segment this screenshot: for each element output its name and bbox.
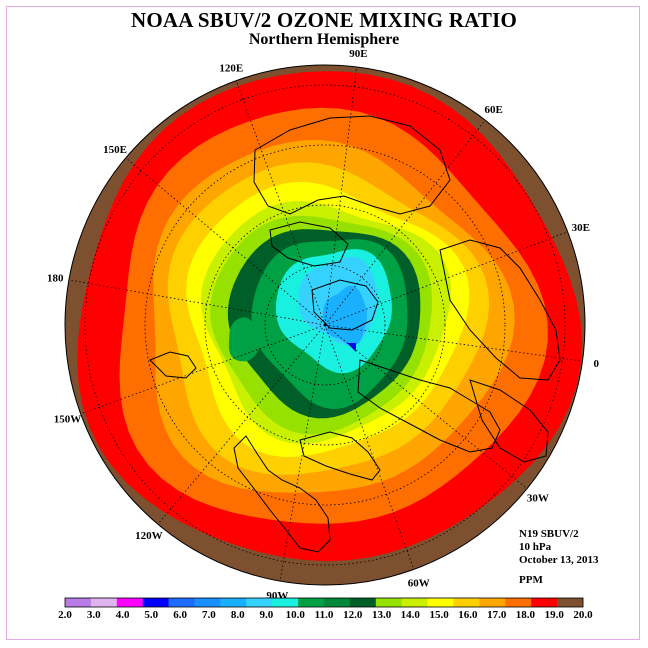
longitude-label-3: 30E	[572, 222, 590, 234]
meridian-11	[125, 157, 326, 326]
colorbar-swatch-8	[246, 598, 273, 607]
colorbar-swatch-14	[401, 598, 428, 607]
coastline-2	[299, 431, 381, 481]
pressure-level-label: 10 hPa	[519, 541, 552, 553]
instrument-label: N19 SBUV/2	[519, 528, 579, 540]
coastline-3	[357, 359, 501, 453]
colorbar-swatch-20	[557, 598, 584, 607]
colorbar-swatch-10	[298, 598, 325, 607]
colorbar-swatch-15	[427, 598, 454, 607]
map-boundary	[64, 64, 586, 586]
colorbar-swatch-9	[272, 598, 299, 607]
colorbar-tick-7: 8.0	[231, 609, 245, 621]
meridian-5	[324, 324, 528, 489]
longitude-label-12: 120E	[219, 63, 243, 75]
coastline-7	[269, 221, 349, 267]
latitude-circle-3	[144, 144, 506, 506]
coastline-6	[253, 115, 451, 215]
colorbar-swatch-11	[324, 598, 351, 607]
colorbar-tick-15: 16.0	[458, 609, 478, 621]
colorbar-swatch-4	[142, 598, 169, 607]
colorbar-swatch-7	[220, 598, 247, 607]
coastline-9	[149, 351, 197, 379]
latitude-circle-2	[204, 204, 446, 446]
colorbar-tick-4: 5.0	[144, 609, 158, 621]
longitude-label-4: 0	[594, 358, 600, 370]
colorbar-tick-8: 9.0	[260, 609, 274, 621]
units-label: PPM	[519, 574, 543, 586]
meridian-8	[157, 324, 326, 525]
page-subtitle: Northern Hemisphere	[248, 31, 400, 48]
meridian-4	[324, 324, 583, 362]
colorbar-tick-5: 6.0	[173, 609, 187, 621]
colorbar-tick-16: 17.0	[487, 609, 507, 621]
colorbar-swatch-17	[479, 598, 506, 607]
meridian-1	[324, 66, 358, 326]
colorbar-tick-13: 14.0	[401, 609, 421, 621]
colorbar-tick-17: 18.0	[516, 609, 536, 621]
meridian-3	[324, 231, 568, 326]
colorbar: 2.0 3.0 4.0 5.0 6.0 7.0 8.0 9.0 10.0 11.0 12.0 13.0…	[58, 597, 593, 621]
meridian-7	[279, 324, 326, 582]
colorbar-tick-12: 13.0	[372, 609, 392, 621]
colorbar-swatch-1	[65, 598, 92, 607]
meridian-6	[324, 324, 415, 570]
colorbar-swatch-5	[168, 598, 195, 607]
core-minimum	[347, 343, 356, 352]
colorbar-tick-10: 11.0	[315, 609, 334, 621]
graticule	[68, 66, 583, 582]
plot-frame	[6, 6, 640, 640]
colorbar-tick-14: 15.0	[429, 609, 449, 621]
longitude-label-5: 30W	[527, 492, 549, 504]
date-label: October 13, 2013	[519, 554, 599, 566]
colorbar-tick-11: 12.0	[343, 609, 363, 621]
meridian-9	[80, 324, 326, 415]
longitude-label-6: 60W	[408, 578, 430, 590]
coastlines	[149, 115, 561, 553]
colorbar-tick-18: 19.0	[545, 609, 565, 621]
latitude-circle-4	[84, 84, 566, 566]
colorbar-tick-2: 3.0	[87, 609, 101, 621]
coastline-4	[439, 239, 561, 381]
coastline-5	[469, 379, 549, 463]
meridian-10	[68, 279, 326, 326]
coastline-8	[311, 279, 379, 331]
coastline-1	[233, 435, 331, 553]
colorbar-swatch-6	[194, 598, 221, 607]
colorbar-tick-1: 2.0	[58, 609, 72, 621]
latitude-circle-1	[264, 264, 386, 386]
longitude-label-11: 150E	[103, 144, 127, 156]
metadata-block: N19 SBUV/2 10 hPa October 13, 2013	[519, 528, 599, 567]
colorbar-border	[64, 597, 584, 608]
colorbar-tick-6: 7.0	[202, 609, 216, 621]
colorbar-swatch-12	[349, 598, 377, 607]
colorbar-swatch-2	[90, 598, 118, 607]
band-8	[323, 285, 367, 346]
longitude-label-8: 120W	[135, 530, 163, 542]
longitude-label-10: 180	[47, 272, 64, 284]
page-title: NOAA SBUV/2 OZONE MIXING RATIO	[131, 8, 517, 32]
colorbar-swatch-18	[505, 598, 532, 607]
colorbar-tick-3: 4.0	[116, 609, 130, 621]
band-11-island	[228, 317, 262, 362]
longitude-label-2: 60E	[485, 104, 503, 116]
colorbar-swatch-13	[375, 598, 402, 607]
meridian-2	[324, 119, 486, 326]
longitude-label-1: 90E	[349, 48, 367, 60]
colorbar-swatch-19	[531, 598, 558, 607]
colorbar-swatch-3	[116, 598, 143, 607]
colorbar-tick-19: 20.0	[573, 609, 593, 621]
colorbar-tick-9: 10.0	[286, 609, 306, 621]
meridian-12	[235, 80, 326, 326]
colorbar-swatch-16	[453, 598, 480, 607]
longitude-label-9: 150W	[54, 414, 82, 426]
